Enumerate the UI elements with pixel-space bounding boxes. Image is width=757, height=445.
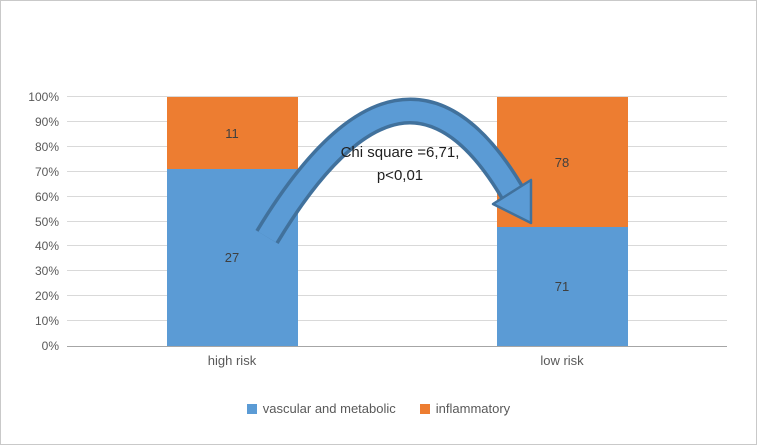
legend-swatch — [246, 403, 257, 414]
annotation-line2: p<0,01 — [376, 167, 424, 185]
y-tick-label: 0% — [41, 339, 59, 353]
y-tick-label: 40% — [34, 239, 59, 254]
y-tick-label: 50% — [34, 214, 59, 229]
gridline — [67, 295, 727, 297]
plot-column: 78 71 — [397, 97, 727, 346]
chi-square-annotation: Chi square =6,71, p<0,01 — [310, 141, 490, 188]
bar-segment: 11 — [166, 97, 298, 170]
legend-item: inflammatory — [419, 401, 511, 416]
x-axis-labels: high risk low risk — [67, 353, 727, 368]
bar-segment: 27 — [166, 169, 298, 346]
y-tick-label: 10% — [34, 314, 59, 329]
y-tick-label: 30% — [34, 264, 59, 279]
bar-segment: 71 — [496, 227, 628, 346]
gridline — [67, 245, 727, 247]
category-label: low risk — [540, 353, 584, 368]
y-tick-label: 20% — [34, 289, 59, 304]
gridline — [67, 270, 727, 272]
annotation-line1: Chi square =6,71, — [340, 144, 460, 161]
bar-segment: 78 — [496, 97, 628, 228]
y-tick-label: 80% — [34, 139, 59, 154]
data-label: 11 — [225, 125, 239, 141]
legend-item: vascular and metabolic — [246, 401, 396, 416]
legend-label: vascular and metabolic — [262, 401, 396, 416]
y-tick-label: 90% — [34, 114, 59, 129]
y-tick-label: 70% — [34, 164, 59, 179]
data-label: 27 — [224, 250, 240, 266]
category-label: high risk — [207, 353, 257, 368]
stacked-bar: 11 27 — [166, 97, 298, 346]
legend-swatch — [419, 403, 430, 414]
plot-column: 11 27 — [67, 97, 397, 346]
legend: vascular and metabolic inflammatory — [1, 401, 756, 416]
legend-label: inflammatory — [435, 401, 511, 416]
plot-area: 11 27 78 71 Chi square =6,71, p<0,01 — [67, 96, 727, 347]
bars-container: 11 27 78 71 — [67, 97, 727, 346]
y-axis: 0% 10% 20% 30% 40% 50% 60% 70% 80% 90% 100% — [9, 90, 67, 353]
gridline — [67, 320, 727, 322]
data-label: 78 — [554, 154, 570, 170]
gridline — [67, 96, 727, 97]
chart-area: 0% 10% 20% 30% 40% 50% 60% 70% 80% 90% 100% 11 27 78… — [9, 90, 727, 353]
y-tick-label: 100% — [28, 90, 59, 104]
y-tick-label: 60% — [34, 189, 59, 204]
stacked-bar: 78 71 — [496, 97, 628, 346]
data-label: 71 — [554, 279, 570, 295]
